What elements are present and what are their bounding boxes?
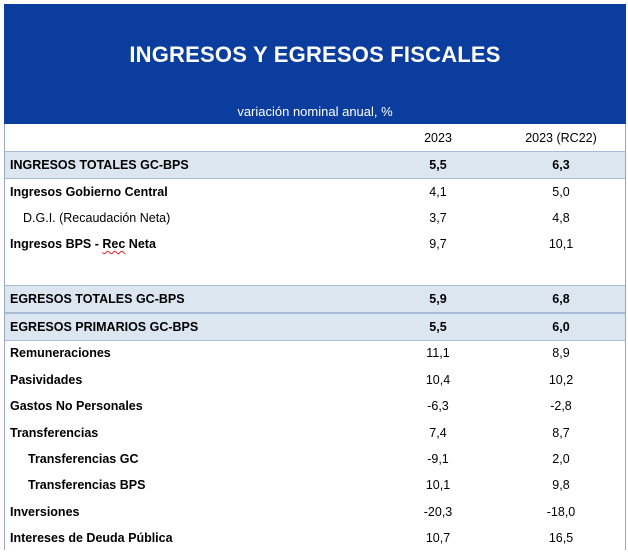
row-value-2023: 5,9 [429,292,447,306]
row-label: Pasividades [10,373,83,387]
row-value-2023-rc22: 6,8 [552,292,570,306]
row-value-2023: 10,1 [425,478,451,492]
row-value-2023-rc22: 6,3 [552,158,570,172]
row-value-2023-rc22: -2,8 [550,399,572,413]
row-label: Gastos No Personales [10,399,143,413]
table-row: Ingresos BPS - Rec Neta 9,7 10,1 [5,231,625,257]
row-value-2023: 7,4 [429,426,447,440]
row-label: INGRESOS TOTALES GC-BPS [10,158,189,172]
row-value-2023-rc22: 4,8 [552,211,570,225]
table-row: Pasividades 10,4 10,2 [5,367,625,393]
row-label: Inversiones [10,505,80,519]
row-label: Ingresos Gobierno Central [10,185,168,199]
row-value-2023: 5,5 [429,158,447,172]
row-value-2023-rc22: 5,0 [552,185,570,199]
row-value-2023: -20,3 [423,505,453,519]
row-value-2023-rc22: 9,8 [552,478,570,492]
table-row: Gastos No Personales -6,3 -2,8 [5,393,625,419]
table-row: D.G.I. (Recaudación Neta) 3,7 4,8 [5,205,625,231]
row-value-2023-rc22: -18,0 [546,505,576,519]
row-value-2023: 10,4 [425,373,451,387]
table-row: Ingresos Gobierno Central 4,1 5,0 [5,179,625,205]
table-row: INGRESOS TOTALES GC-BPS 5,5 6,3 [5,151,625,179]
row-label: Intereses de Deuda Pública [10,531,173,545]
row-value-2023: 5,5 [429,320,447,334]
spellcheck-word: Rec [102,237,126,251]
row-label: Transferencias BPS [28,478,146,492]
column-header-row: 2023 2023 (RC22) [5,125,625,151]
table-border-right [625,124,626,550]
row-value-2023-rc22: 8,9 [552,346,570,360]
row-value-2023: -9,1 [427,452,449,466]
table-title: INGRESOS Y EGRESOS FISCALES [129,42,501,67]
table-row: Transferencias BPS 10,1 9,8 [5,472,625,498]
row-value-2023-rc22: 6,0 [552,320,570,334]
table-border-left [4,124,5,550]
table-row: EGRESOS PRIMARIOS GC-BPS 5,5 6,0 [5,313,625,341]
table-row: Inversiones -20,3 -18,0 [5,499,625,525]
column-header-2023-rc22: 2023 (RC22) [525,131,597,145]
table-row: Transferencias 7,4 8,7 [5,420,625,446]
table-banner: INGRESOS Y EGRESOS FISCALES variación no… [4,4,626,124]
row-label: EGRESOS PRIMARIOS GC-BPS [10,320,199,334]
row-label: D.G.I. (Recaudación Neta) [23,211,171,225]
row-label-part: Neta [125,237,156,251]
table-row: Intereses de Deuda Pública 10,7 16,5 [5,525,625,551]
row-value-2023: 4,1 [429,185,447,199]
table-subtitle: variación nominal anual, % [237,104,393,119]
row-value-2023-rc22: 2,0 [552,452,570,466]
row-label: Transferencias [10,426,99,440]
row-value-2023-rc22: 10,2 [548,373,574,387]
row-value-2023: 9,7 [429,237,447,251]
row-value-2023: 11,1 [426,346,450,360]
column-header-2023: 2023 [424,131,452,145]
row-label: Transferencias GC [28,452,139,466]
table-row: EGRESOS TOTALES GC-BPS 5,9 6,8 [5,285,625,313]
row-value-2023-rc22: 16,5 [548,531,574,545]
row-value-2023-rc22: 10,1 [548,237,574,251]
row-value-2023: 10,7 [425,531,451,545]
row-value-2023: 3,7 [429,211,447,225]
row-label: Ingresos BPS - Rec Neta [10,231,156,257]
row-label: EGRESOS TOTALES GC-BPS [10,292,185,306]
row-label: Remuneraciones [10,346,111,360]
row-value-2023: -6,3 [427,399,449,413]
row-value-2023-rc22: 8,7 [552,426,570,440]
table-row: Remuneraciones 11,1 8,9 [5,340,625,366]
table-row: Transferencias GC -9,1 2,0 [5,446,625,472]
row-label-part: Ingresos BPS - [10,237,103,251]
